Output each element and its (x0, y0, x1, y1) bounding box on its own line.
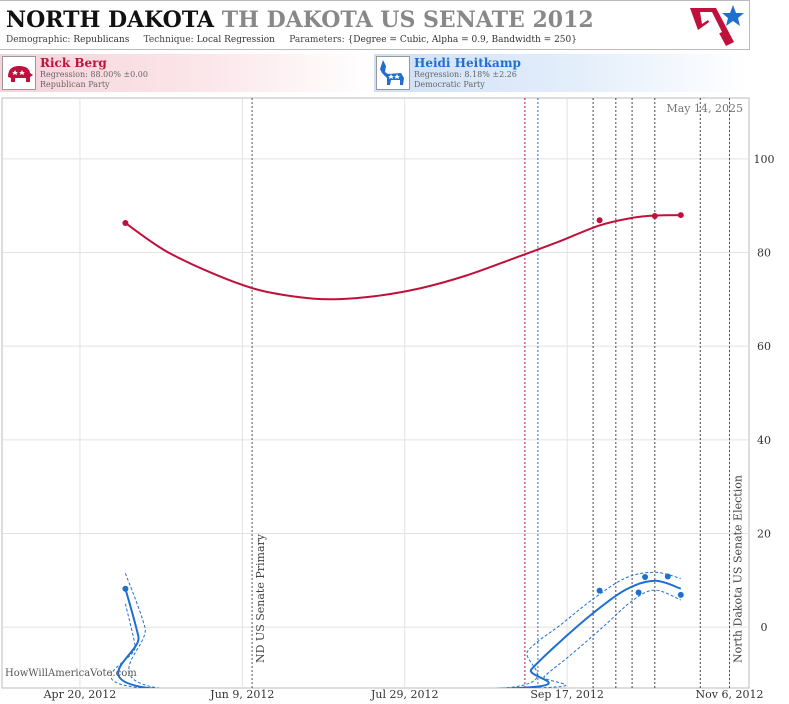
y-tick-label: 40 (757, 434, 771, 447)
y-tick-label: 0 (761, 621, 768, 634)
donkey-icon (376, 56, 410, 90)
data-point-heidi-heitkamp (664, 573, 671, 580)
data-point-heidi-heitkamp (642, 574, 649, 581)
candidate-party: Democratic Party (414, 80, 485, 89)
parameters-line: Demographic: Republicans Technique: Loca… (6, 35, 577, 45)
y-tick-label: 60 (757, 340, 771, 353)
elephant-icon (2, 56, 36, 90)
band-upper-heidi-heitkamp (124, 571, 681, 688)
site-credit: HowWillAmericaVote.com (5, 668, 137, 679)
candidate-name: Rick Berg (40, 56, 107, 70)
data-point-heidi-heitkamp (122, 585, 129, 592)
event-label: North Dakota US Senate Election (732, 475, 745, 663)
plot-area (1, 97, 750, 689)
regression-chart: 0 20 40 60 80 100 Apr 20, 2012 Jun 9, 2012 Jul 2… (1, 97, 775, 701)
site-logo-icon[interactable] (686, 2, 748, 48)
candidate-heidi-heitkamp[interactable]: Heidi Heitkamp Regression: 8.18% ±2.26 D… (374, 54, 749, 92)
series-line-heidi-heitkamp (117, 579, 682, 688)
candidate-regression: Regression: 88.00% ±0.00 (40, 70, 148, 79)
technique-label: Technique: (143, 35, 194, 45)
data-point-heidi-heitkamp (635, 589, 642, 596)
parameters-value: {Degree = Cubic, Alpha = 0.9, Bandwidth … (347, 35, 577, 45)
y-tick-label: 80 (757, 247, 771, 260)
data-point-heidi-heitkamp (677, 591, 684, 598)
x-tick-label: Jul 29, 2012 (370, 688, 439, 701)
data-point-heidi-heitkamp (596, 587, 603, 594)
technique-value: Local Regression (196, 35, 275, 45)
state-name: NORTH DAKOTA (6, 7, 215, 33)
data-point-rick-berg (651, 213, 658, 219)
x-tick-label: Nov 6, 2012 (696, 688, 764, 701)
x-tick-label: Apr 20, 2012 (43, 688, 117, 701)
data-point-rick-berg (122, 220, 129, 227)
race-name: TH DAKOTA US SENATE 2012 (221, 7, 594, 33)
parameters-label: Parameters: (289, 35, 345, 45)
header-bar: NORTH DAKOTA TH DAKOTA US SENATE 2012 De… (0, 0, 750, 50)
demographic-label: Demographic: (6, 35, 71, 45)
event-label: ND US Senate Primary (254, 533, 267, 663)
x-tick-label: Jun 9, 2012 (209, 688, 274, 701)
candidate-party: Republican Party (40, 80, 110, 89)
series-line-rick-berg (124, 214, 681, 301)
x-tick-label: Sep 17, 2012 (530, 688, 604, 701)
y-tick-label: 20 (757, 527, 771, 540)
date-stamp: May 14, 2025 (666, 102, 743, 115)
data-point-rick-berg (596, 217, 603, 224)
demographic-value: Republicans (73, 35, 130, 45)
band-lower-heidi-heitkamp (110, 589, 681, 688)
candidate-name: Heidi Heitkamp (414, 56, 521, 70)
page-title: NORTH DAKOTA TH DAKOTA US SENATE 2012 (6, 7, 594, 33)
candidate-regression: Regression: 8.18% ±2.26 (414, 70, 517, 79)
data-point-rick-berg (677, 212, 684, 219)
candidate-rick-berg[interactable]: Rick Berg Regression: 88.00% ±0.00 Repub… (0, 54, 372, 92)
y-tick-label: 100 (754, 153, 775, 166)
